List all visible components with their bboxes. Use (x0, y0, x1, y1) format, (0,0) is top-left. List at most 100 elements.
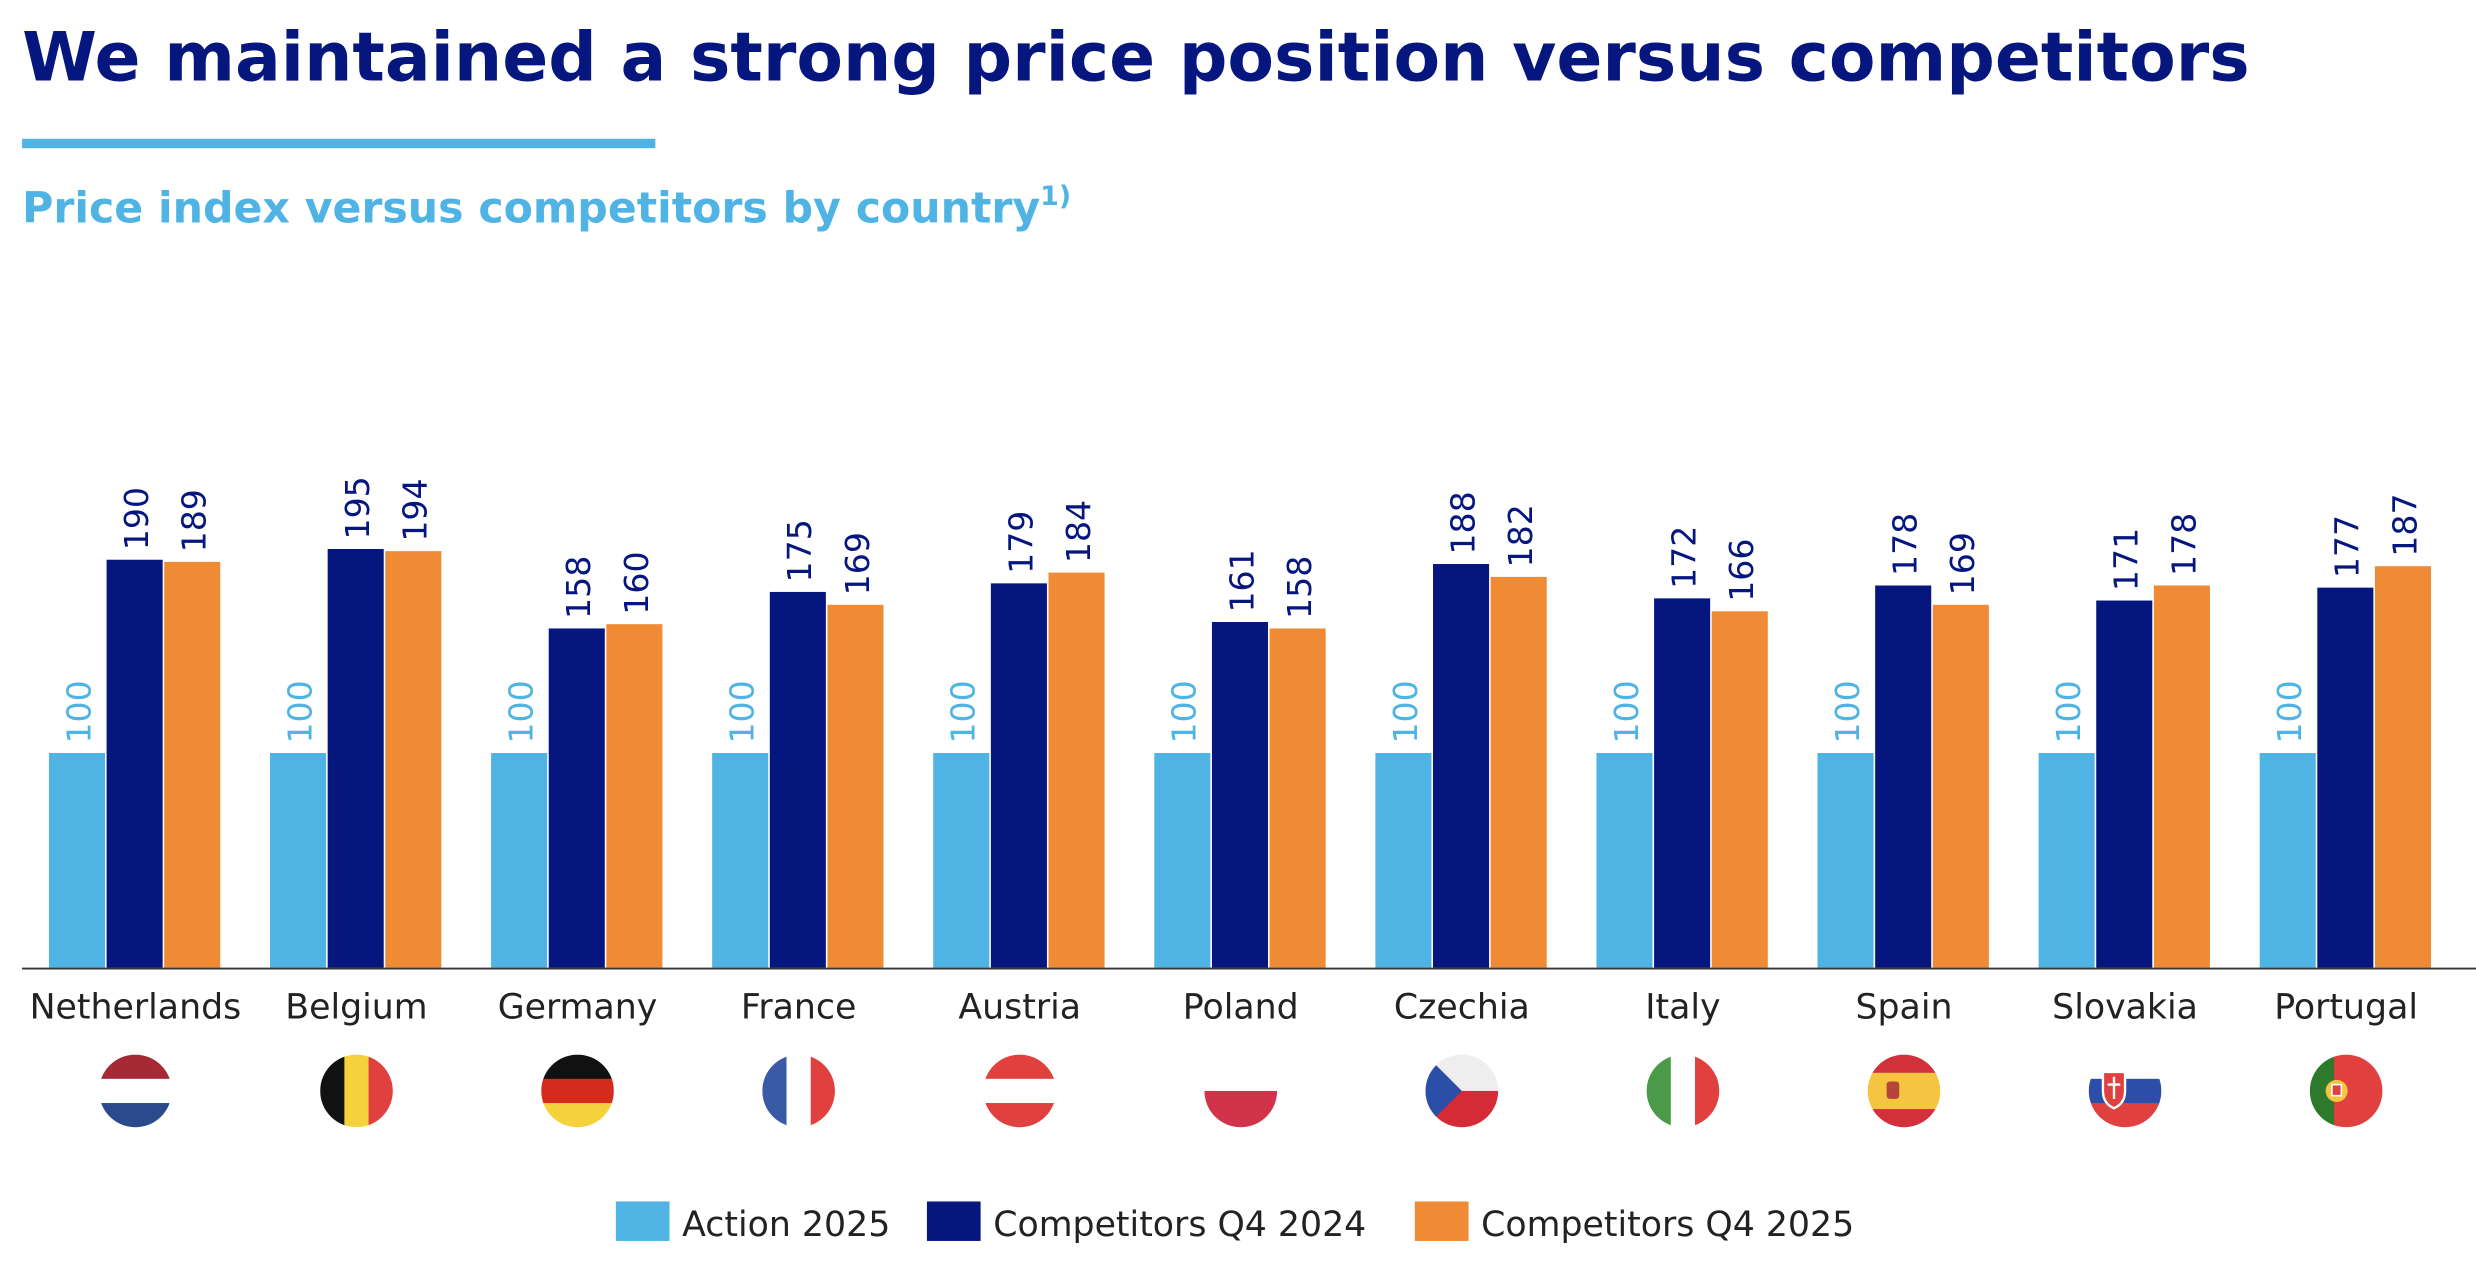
data-label: 161 (1222, 549, 1261, 612)
bar (1154, 753, 1211, 968)
bar (2038, 753, 2095, 968)
subtitle-text: Price index versus competitors by countr… (22, 183, 1040, 233)
austria-flag-icon (983, 1054, 1057, 1128)
bar (1269, 628, 1326, 968)
bar (48, 753, 106, 968)
data-label: 182 (1501, 504, 1540, 567)
bar (1875, 585, 1932, 968)
bar (1433, 564, 1490, 968)
legend-label: Competitors Q4 2024 (993, 1205, 1366, 1245)
category-label: Belgium (285, 987, 427, 1027)
bar (990, 583, 1047, 968)
data-label: 100 (1607, 680, 1646, 743)
bar (2317, 587, 2374, 968)
legend-item: Competitors Q4 2024 (926, 1201, 1366, 1245)
bar (1048, 572, 1105, 968)
bar (385, 551, 442, 968)
category-label: France (741, 987, 856, 1027)
footnote-marker: 1) (1040, 181, 1071, 212)
data-label: 172 (1665, 526, 1704, 589)
bar (106, 559, 163, 968)
data-label: 169 (1943, 532, 1982, 595)
bars-group: 100 190 189 100 195 194 100 158 160 100 175 169 100 1… (48, 476, 2431, 968)
data-label: 175 (780, 519, 819, 582)
belgium-flag-icon (320, 1054, 393, 1128)
data-label: 166 (1722, 539, 1761, 602)
flags-group (99, 1054, 2383, 1128)
bar (2153, 585, 2210, 968)
legend-label: Competitors Q4 2025 (1481, 1205, 1854, 1245)
legend-swatch (615, 1201, 670, 1241)
netherlands-flag-icon (99, 1054, 172, 1128)
data-label: 160 (617, 551, 656, 614)
portugal-flag-icon (2309, 1054, 2383, 1128)
bar (270, 753, 327, 968)
data-label: 187 (2385, 493, 2424, 556)
data-label: 100 (944, 680, 983, 743)
data-label: 100 (1386, 680, 1425, 743)
bar (548, 628, 605, 968)
category-label: Slovakia (2052, 987, 2198, 1027)
bar (1711, 611, 1768, 968)
data-label: 100 (1828, 680, 1867, 743)
data-label: 194 (396, 478, 435, 541)
data-label: 178 (1886, 513, 1925, 576)
chart-subtitle: Price index versus competitors by countr… (22, 181, 1071, 233)
category-label: Italy (1645, 987, 1720, 1027)
data-label: 100 (502, 680, 541, 743)
category-label: Spain (1855, 987, 1952, 1027)
legend-item: Competitors Q4 2025 (1414, 1201, 1854, 1245)
bar (1932, 604, 1989, 968)
poland-flag-icon (1204, 1054, 1278, 1128)
data-label: 189 (175, 489, 214, 552)
data-label: 100 (280, 680, 319, 743)
slovakia-flag-icon (2088, 1054, 2162, 1128)
category-labels: Netherlands Belgium Germany France Austria Po… (30, 987, 2418, 1027)
data-label: 158 (559, 556, 598, 619)
data-label: 179 (1001, 511, 1040, 574)
legend-swatch (926, 1201, 981, 1241)
data-label: 158 (1280, 556, 1319, 619)
bar (2259, 753, 2316, 968)
spain-flag-icon (1867, 1054, 1941, 1128)
data-label: 178 (2164, 513, 2203, 576)
category-label: Germany (498, 987, 658, 1027)
data-label: 100 (1165, 680, 1204, 743)
czechia-flag-icon (1425, 1054, 1499, 1128)
data-label: 169 (838, 532, 877, 595)
data-label: 100 (2270, 680, 2309, 743)
bar (164, 561, 221, 968)
bar (1490, 576, 1547, 968)
legend-item: Action 2025 (615, 1201, 890, 1245)
data-label: 171 (2107, 528, 2146, 591)
category-label: Poland (1183, 987, 1299, 1027)
data-label: 177 (2328, 515, 2367, 578)
legend-swatch (1414, 1201, 1469, 1241)
italy-flag-icon (1646, 1054, 1720, 1128)
bar (2374, 566, 2431, 968)
data-label: 195 (338, 476, 377, 539)
category-label: Czechia (1394, 987, 1530, 1027)
data-label: 184 (1059, 500, 1098, 563)
category-label: Portugal (2274, 987, 2418, 1027)
france-flag-icon (762, 1054, 835, 1128)
bar (1654, 598, 1711, 968)
category-label: Austria (958, 987, 1081, 1027)
category-label: Netherlands (30, 987, 242, 1027)
data-label: 100 (2049, 680, 2088, 743)
legend-label: Action 2025 (682, 1205, 890, 1245)
bar (606, 624, 663, 968)
title-underline (22, 138, 656, 149)
data-label: 188 (1443, 491, 1482, 554)
bar (1596, 753, 1653, 968)
bar (491, 753, 548, 968)
data-label: 190 (117, 487, 156, 550)
bar (327, 548, 384, 968)
bar (1211, 622, 1269, 968)
germany-flag-icon (541, 1054, 614, 1128)
bar (827, 604, 884, 968)
page-title: We maintained a strong price position ve… (22, 18, 2250, 97)
data-label: 100 (59, 680, 98, 743)
data-label: 100 (723, 680, 762, 743)
